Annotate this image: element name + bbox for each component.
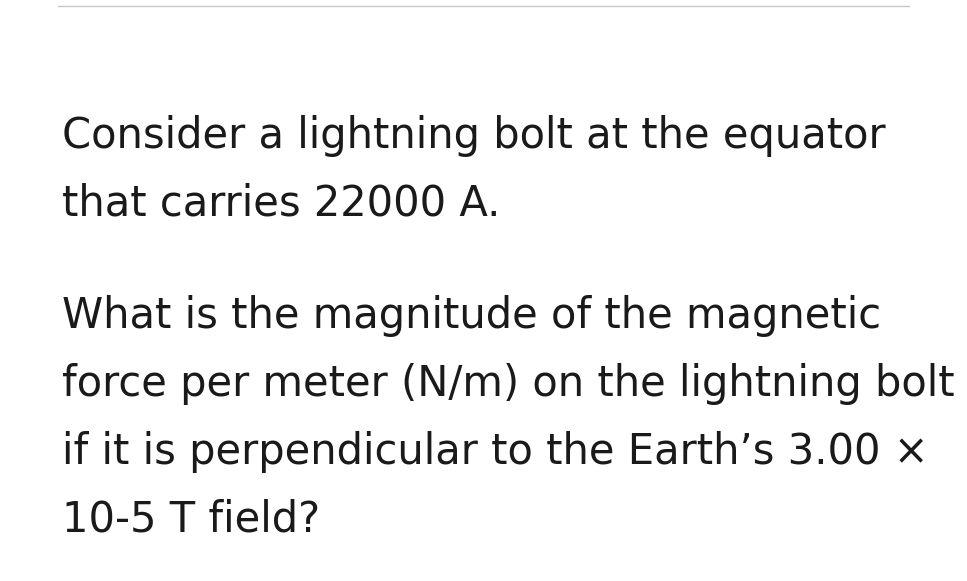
Text: 10-5 T field?: 10-5 T field?	[62, 499, 320, 541]
Text: force per meter (N/m) on the lightning bolt: force per meter (N/m) on the lightning b…	[62, 363, 954, 405]
Text: that carries 22000 A.: that carries 22000 A.	[62, 183, 500, 225]
Text: if it is perpendicular to the Earth’s 3.00 ×: if it is perpendicular to the Earth’s 3.…	[62, 431, 928, 473]
Text: Consider a lightning bolt at the equator: Consider a lightning bolt at the equator	[62, 115, 886, 157]
Text: What is the magnitude of the magnetic: What is the magnitude of the magnetic	[62, 295, 881, 337]
